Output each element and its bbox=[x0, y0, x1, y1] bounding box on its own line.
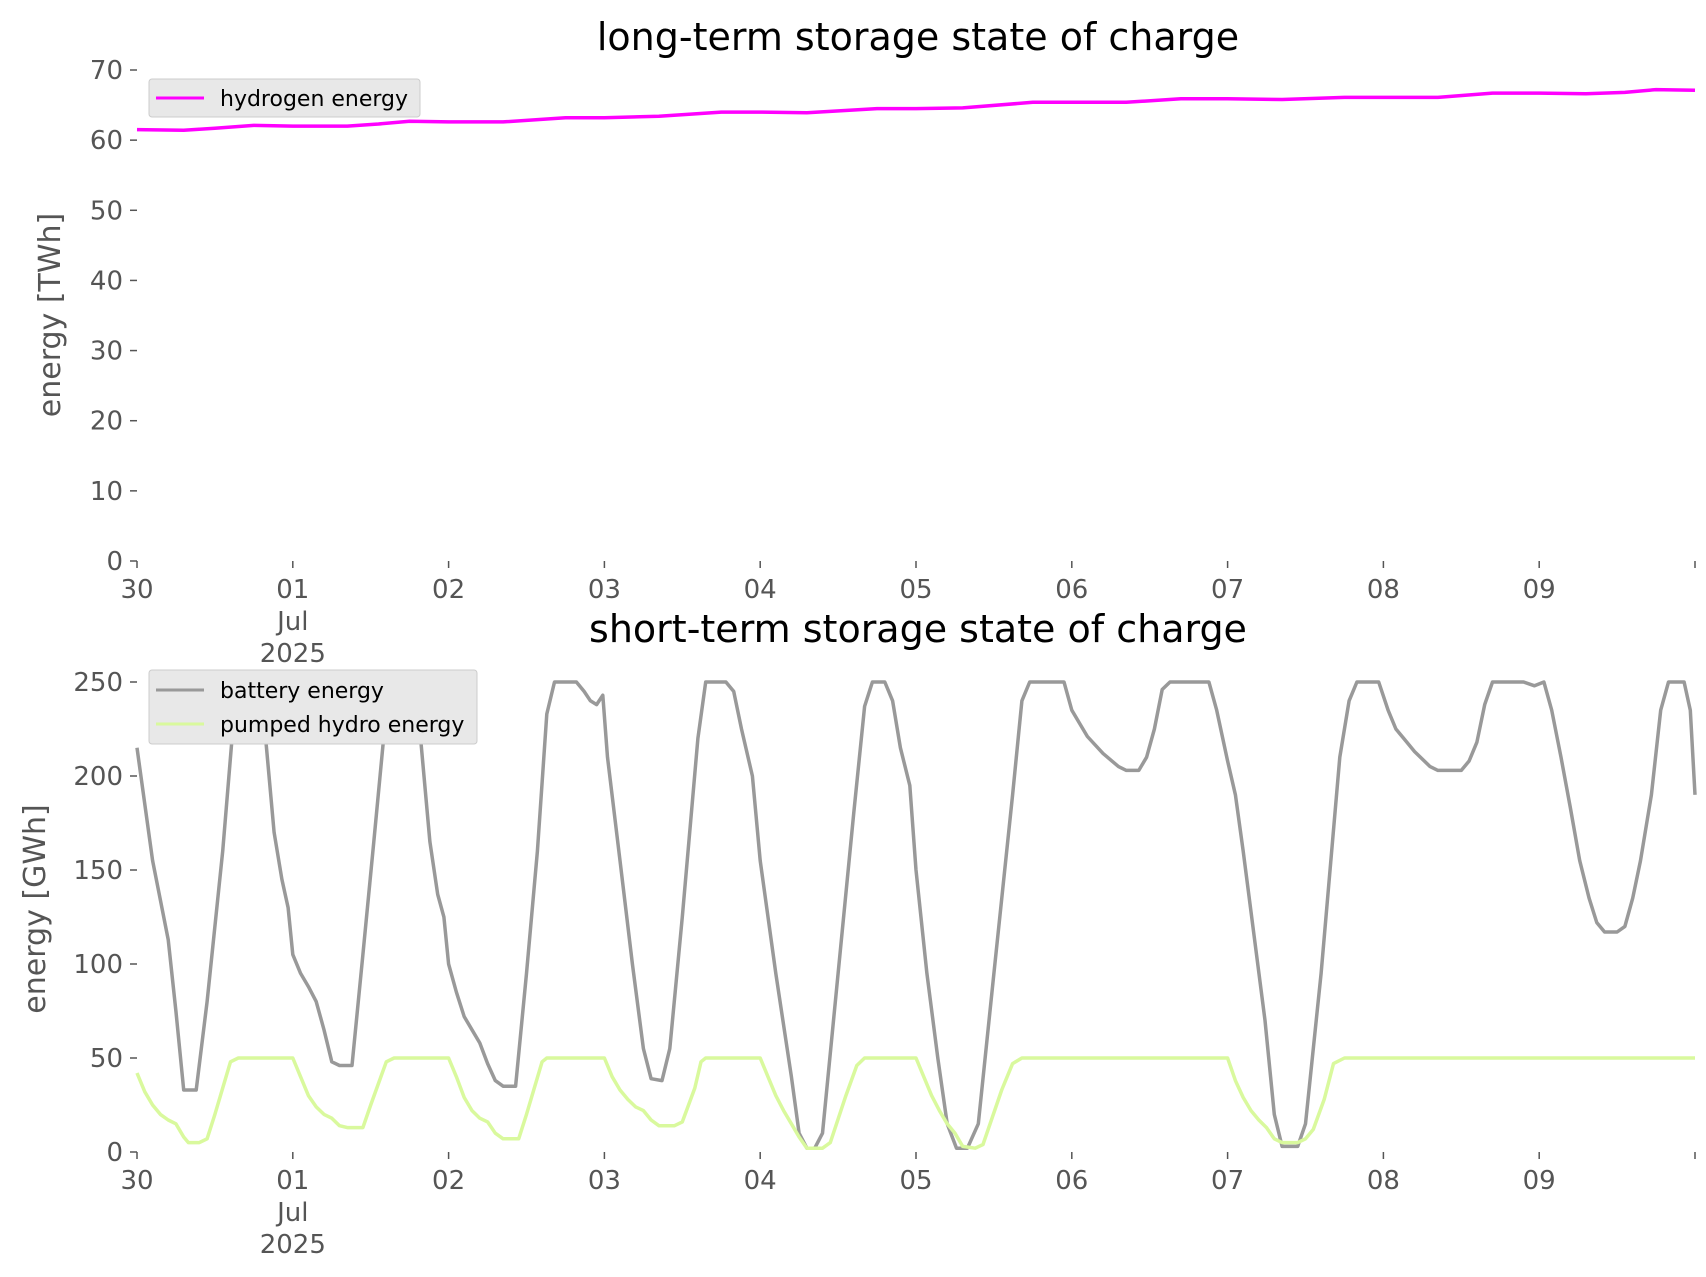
y-axis: 0 10 20 30 40 50 60 70 bbox=[90, 56, 137, 577]
x-tick-label: 05 bbox=[899, 575, 932, 605]
plot-area bbox=[136, 87, 1696, 133]
y-tick-label: 250 bbox=[73, 668, 123, 698]
y-tick-label: 60 bbox=[90, 126, 123, 156]
y-axis-label: energy [TWh] bbox=[33, 213, 68, 417]
x-tick-label: 09 bbox=[1523, 1166, 1556, 1196]
series-line-pumped-hydro-energy bbox=[135, 1056, 1695, 1150]
y-tick-label: 50 bbox=[90, 1044, 123, 1074]
y-tick-label: 100 bbox=[73, 950, 123, 980]
x-tick-label: 30 bbox=[120, 575, 153, 605]
y-tick-label: 0 bbox=[106, 1138, 123, 1168]
x-tick-label: 05 bbox=[899, 1166, 932, 1196]
x-tick-label: 2025 bbox=[260, 1230, 326, 1260]
y-tick-label: 20 bbox=[90, 407, 123, 437]
y-tick-label: 50 bbox=[90, 196, 123, 226]
legend: hydrogen energy bbox=[148, 78, 421, 118]
legend-label-pumped-hydro: pumped hydro energy bbox=[220, 713, 464, 738]
series-line-battery-energy bbox=[135, 680, 1697, 1150]
x-tick-label: 04 bbox=[744, 575, 777, 605]
x-tick-label: Jul bbox=[275, 607, 308, 637]
x-tick-label: 2025 bbox=[260, 639, 326, 669]
y-axis: 0 50 100 150 200 250 bbox=[73, 668, 137, 1168]
x-tick-label: 30 bbox=[120, 1166, 153, 1196]
x-tick-label: 03 bbox=[588, 575, 621, 605]
chart-title: long-term storage state of charge bbox=[597, 15, 1239, 59]
legend: battery energy pumped hydro energy bbox=[148, 669, 478, 745]
legend-box bbox=[148, 669, 478, 745]
x-tick-label: 06 bbox=[1055, 575, 1088, 605]
x-tick-label: Jul bbox=[275, 1198, 308, 1228]
x-tick-label: 03 bbox=[588, 1166, 621, 1196]
x-tick-label: 06 bbox=[1055, 1166, 1088, 1196]
y-tick-label: 10 bbox=[90, 477, 123, 507]
x-tick-label: 01 bbox=[276, 1166, 309, 1196]
legend-box bbox=[148, 78, 421, 118]
legend-label-battery: battery energy bbox=[220, 679, 384, 704]
short-term-storage-chart: short-term storage state of charge energ… bbox=[18, 607, 1697, 1260]
x-tick-label: 07 bbox=[1211, 575, 1244, 605]
x-tick-label: 07 bbox=[1211, 1166, 1244, 1196]
y-tick-label: 70 bbox=[90, 56, 123, 86]
chart-title: short-term storage state of charge bbox=[589, 607, 1247, 651]
y-tick-label: 150 bbox=[73, 856, 123, 886]
legend-label-hydrogen: hydrogen energy bbox=[220, 87, 408, 112]
y-tick-label: 40 bbox=[90, 266, 123, 296]
x-tick-label: 08 bbox=[1367, 1166, 1400, 1196]
x-tick-label: 01 bbox=[276, 575, 309, 605]
long-term-storage-chart: long-term storage state of charge energy… bbox=[33, 15, 1696, 669]
y-tick-label: 30 bbox=[90, 337, 123, 367]
x-tick-label: 04 bbox=[744, 1166, 777, 1196]
x-tick-label: 09 bbox=[1523, 575, 1556, 605]
y-tick-label: 200 bbox=[73, 762, 123, 792]
y-tick-label: 0 bbox=[106, 547, 123, 577]
series-line-hydrogen-energy bbox=[136, 87, 1696, 133]
y-axis-label: energy [GWh] bbox=[18, 804, 53, 1013]
x-tick-label: 02 bbox=[432, 575, 465, 605]
plot-area bbox=[135, 680, 1697, 1150]
x-tick-label: 08 bbox=[1367, 575, 1400, 605]
x-tick-label: 02 bbox=[432, 1166, 465, 1196]
